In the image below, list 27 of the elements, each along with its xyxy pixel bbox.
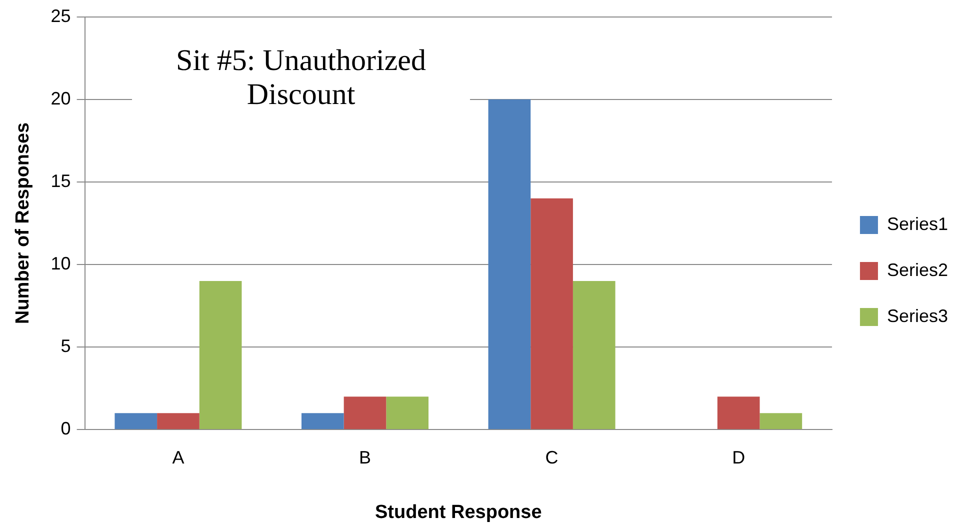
y-axis-title: Number of Responses (12, 122, 34, 324)
x-tick-label: D (732, 447, 746, 468)
y-tick-label: 5 (60, 336, 71, 356)
bar (717, 396, 760, 430)
bar (199, 280, 242, 430)
bar (760, 413, 802, 430)
legend-label: Series1 (886, 214, 948, 234)
bar (488, 99, 531, 430)
y-tick-label: 10 (50, 253, 71, 274)
text: Sit #5: Unauthorized Discount (132, 44, 470, 112)
x-tick-label: B (358, 447, 372, 468)
bar (157, 413, 200, 430)
bar (572, 280, 616, 430)
legend-label: Series2 (886, 260, 948, 280)
x-axis-title: Student Response (374, 502, 542, 523)
y-tick-label: 15 (50, 170, 71, 191)
x-tick-label: C (545, 447, 558, 468)
bar (344, 396, 386, 430)
bar (114, 413, 158, 430)
x-tick-label: A (172, 447, 184, 468)
y-tick-label: 25 (50, 6, 71, 26)
bar (386, 396, 429, 430)
bar (301, 413, 344, 430)
legend-label: Series3 (886, 306, 948, 326)
y-tick-label: 20 (50, 88, 71, 108)
bar (530, 198, 573, 430)
y-tick-label: 0 (60, 418, 71, 439)
